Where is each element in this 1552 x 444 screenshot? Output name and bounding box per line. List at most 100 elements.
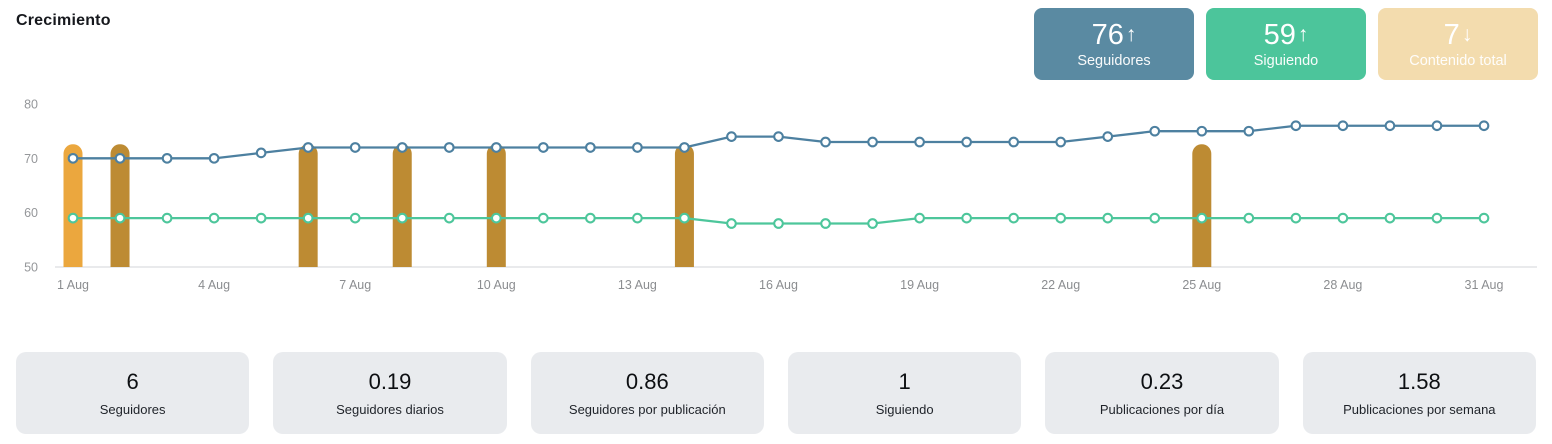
data-point-marker[interactable] <box>302 142 314 153</box>
data-point-marker[interactable] <box>632 142 643 153</box>
total-content-summary-label: Contenido total <box>1409 53 1507 69</box>
data-point-marker[interactable] <box>537 212 549 224</box>
series-line <box>73 124 1484 160</box>
post-bar[interactable] <box>486 144 506 267</box>
followers-summary-card: 76 ↑ Seguidores <box>1034 8 1194 80</box>
data-point-marker[interactable] <box>1055 136 1067 148</box>
data-point-marker[interactable] <box>1196 125 1208 137</box>
data-point-marker[interactable] <box>1149 212 1161 224</box>
summary-cards-row: 76 ↑ Seguidores 59 ↑ Siguiendo 7 ↓ Conte… <box>1034 8 1538 80</box>
post-bar[interactable] <box>63 144 83 267</box>
data-point-marker[interactable] <box>67 152 79 164</box>
data-point-marker[interactable] <box>679 142 690 153</box>
data-point-marker[interactable] <box>349 142 361 153</box>
x-tick-label: 22 Aug <box>1041 278 1080 292</box>
data-point-marker[interactable] <box>1196 212 1208 224</box>
data-point-marker[interactable] <box>1384 120 1396 132</box>
x-axis-ticks: 1 Aug 4 Aug 7 Aug 10 Aug 13 Aug 16 Aug 19 Aug 2… <box>57 278 1503 292</box>
data-point-marker[interactable] <box>773 131 784 142</box>
data-point-marker[interactable] <box>1055 212 1067 224</box>
post-bar[interactable] <box>1192 144 1212 267</box>
data-point-marker[interactable] <box>161 152 173 164</box>
total-content-summary-value-line: 7 ↓ <box>1444 19 1473 51</box>
data-point-marker[interactable] <box>585 142 596 153</box>
kpi-value: 0.23 <box>1140 369 1184 394</box>
data-point-marker[interactable] <box>1008 136 1020 148</box>
kpi-label: Siguiendo <box>875 402 934 417</box>
data-point-marker[interactable] <box>208 212 220 224</box>
data-point-marker[interactable] <box>1290 120 1302 132</box>
data-point-marker[interactable] <box>1008 212 1020 224</box>
data-point-marker[interactable] <box>208 152 220 164</box>
data-point-marker[interactable] <box>1478 120 1490 132</box>
data-point-marker[interactable] <box>1290 212 1302 224</box>
post-bar[interactable] <box>392 144 412 267</box>
page-title: Crecimiento <box>16 12 111 29</box>
data-point-marker[interactable] <box>114 212 126 224</box>
data-point-marker[interactable] <box>302 212 314 224</box>
data-point-marker[interactable] <box>1478 212 1490 224</box>
data-point-marker[interactable] <box>1243 125 1255 137</box>
data-point-marker[interactable] <box>961 212 972 224</box>
data-point-marker[interactable] <box>443 142 455 153</box>
data-point-marker[interactable] <box>585 212 596 224</box>
data-point-marker[interactable] <box>820 136 831 148</box>
data-point-marker[interactable] <box>161 212 173 224</box>
data-point-marker[interactable] <box>490 212 502 224</box>
y-tick-label: 80 <box>24 98 38 112</box>
x-tick-label: 25 Aug <box>1182 278 1221 292</box>
post-bar[interactable] <box>110 144 130 267</box>
y-tick-label: 60 <box>24 206 38 220</box>
data-point-marker[interactable] <box>679 212 690 224</box>
data-point-marker[interactable] <box>1337 212 1349 224</box>
total-content-summary-value: 7 <box>1443 19 1460 51</box>
data-point-marker[interactable] <box>396 142 408 153</box>
post-bar[interactable] <box>298 144 318 267</box>
kpi-value: 0.19 <box>368 369 412 394</box>
series-siguiendo[interactable] <box>67 212 1490 229</box>
data-point-marker[interactable] <box>114 152 126 164</box>
trend-up-icon: ↑ <box>1297 23 1309 46</box>
data-point-marker[interactable] <box>867 136 878 148</box>
x-tick-label: 16 Aug <box>759 278 798 292</box>
x-tick-label: 31 Aug <box>1465 278 1504 292</box>
data-point-marker[interactable] <box>396 212 408 224</box>
data-point-marker[interactable] <box>1431 212 1443 224</box>
data-point-marker[interactable] <box>537 142 549 153</box>
data-point-marker[interactable] <box>726 131 737 142</box>
followers-summary-value-line: 76 ↑ <box>1092 19 1137 51</box>
data-point-marker[interactable] <box>1102 212 1114 224</box>
data-point-marker[interactable] <box>773 218 784 229</box>
data-point-marker[interactable] <box>1431 120 1443 132</box>
data-point-marker[interactable] <box>914 136 925 148</box>
data-point-marker[interactable] <box>867 218 878 229</box>
kpi-label: Publicaciones por día <box>1099 402 1225 417</box>
data-point-marker[interactable] <box>1243 212 1255 224</box>
data-point-marker[interactable] <box>255 212 267 224</box>
data-point-marker[interactable] <box>1149 125 1161 137</box>
data-point-marker[interactable] <box>632 212 643 224</box>
data-point-marker[interactable] <box>255 147 267 159</box>
data-point-marker[interactable] <box>820 218 831 229</box>
x-tick-label: 28 Aug <box>1323 278 1362 292</box>
kpi-cards-row: 6 Seguidores 0.19 Seguidores diarios 0.8… <box>0 352 1552 434</box>
data-point-marker[interactable] <box>349 212 361 224</box>
data-point-marker[interactable] <box>443 212 455 224</box>
header: Crecimiento 76 ↑ Seguidores 59 ↑ Siguien… <box>0 0 1552 90</box>
series-seguidores[interactable] <box>67 120 1490 164</box>
kpi-card-posts-per-week: 1.58 Publicaciones por semana <box>1302 352 1536 434</box>
data-point-marker[interactable] <box>726 218 737 229</box>
data-point-marker[interactable] <box>490 142 502 153</box>
kpi-card-posts-per-day: 0.23 Publicaciones por día <box>1045 352 1279 434</box>
growth-line-chart[interactable]: 50 60 70 80 1 Aug 4 Aug 7 Aug 10 Aug 13 Aug 16 Au… <box>0 90 1552 305</box>
data-point-marker[interactable] <box>1384 212 1396 224</box>
data-point-marker[interactable] <box>67 212 79 224</box>
post-bar[interactable] <box>674 144 694 267</box>
data-point-marker[interactable] <box>914 212 925 224</box>
data-point-marker[interactable] <box>961 136 972 148</box>
data-point-marker[interactable] <box>1102 131 1114 142</box>
x-tick-label: 10 Aug <box>477 278 516 292</box>
kpi-value: 1.58 <box>1397 369 1441 394</box>
data-point-marker[interactable] <box>1337 120 1349 132</box>
post-bars-group[interactable] <box>63 144 1212 267</box>
